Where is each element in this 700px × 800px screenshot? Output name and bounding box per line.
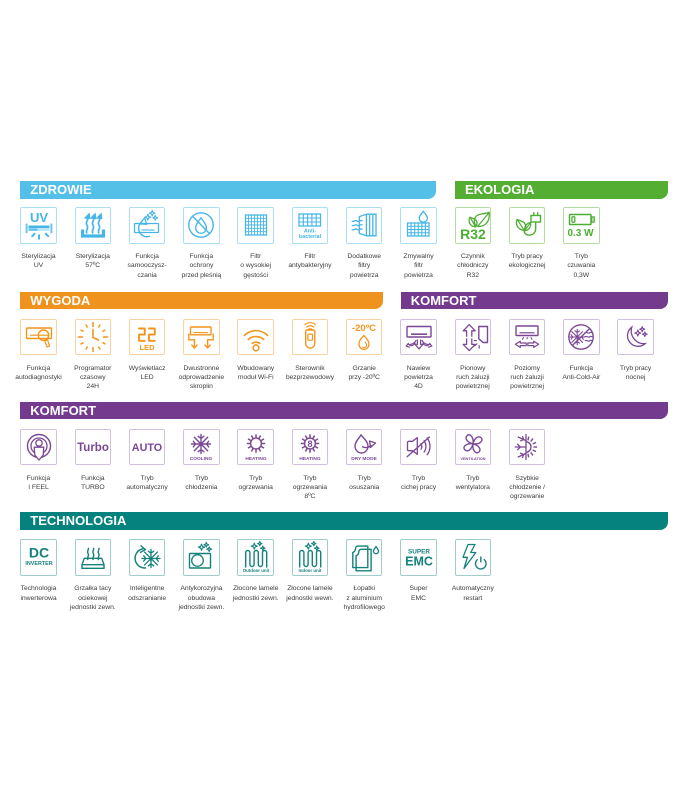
svg-text:Indoor unit: Indoor unit — [298, 568, 321, 573]
svg-text:8: 8 — [307, 439, 312, 449]
svg-text:DC: DC — [28, 545, 48, 561]
svg-text:COOLING: COOLING — [190, 456, 213, 462]
svg-text:Outdoor unit: Outdoor unit — [242, 568, 269, 573]
svg-text:Anti-: Anti- — [304, 229, 316, 235]
svg-text:UV: UV — [29, 210, 47, 225]
svg-text:INVERTER: INVERTER — [25, 561, 52, 567]
svg-text:HEATING: HEATING — [299, 456, 320, 462]
svg-text:SUPER: SUPER — [407, 549, 429, 556]
svg-text:-20ºC: -20ºC — [352, 323, 376, 334]
svg-text:Turbo: Turbo — [77, 442, 109, 454]
svg-text:LED: LED — [140, 343, 156, 352]
svg-text:VENTILATION: VENTILATION — [460, 457, 485, 461]
svg-text:DRY MODE: DRY MODE — [351, 456, 377, 462]
svg-text:HEATING: HEATING — [245, 456, 266, 462]
svg-text:R32: R32 — [460, 226, 486, 242]
svg-text:AUTO: AUTO — [132, 442, 162, 454]
svg-text:0.3 W: 0.3 W — [568, 228, 595, 239]
svg-text:EMC: EMC — [405, 555, 433, 569]
svg-text:bacterial: bacterial — [299, 234, 322, 240]
